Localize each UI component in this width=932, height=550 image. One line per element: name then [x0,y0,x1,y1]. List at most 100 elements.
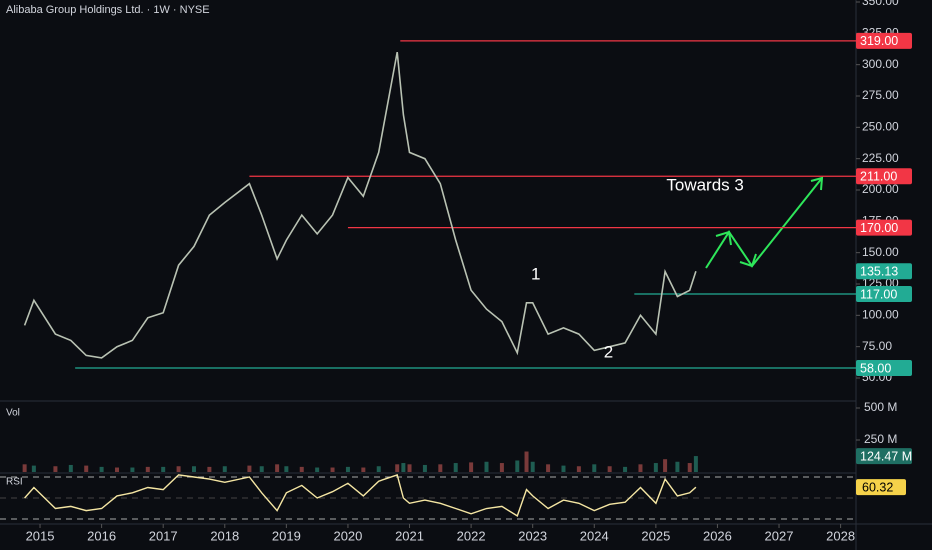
volume-bar [207,466,212,472]
volume-bar [222,466,227,472]
volume-bar [453,463,458,472]
level-label-box [856,219,912,236]
volume-bar [469,462,474,472]
level-label: 58.00 [860,361,891,375]
x-tick-label: 2027 [765,528,794,543]
volume-bar [284,466,289,472]
y-tick-label: 250.00 [862,120,899,134]
volume-bar [592,464,597,472]
volume-bar [561,465,566,472]
volume-bar [607,466,612,472]
y-tick-label: 200.00 [862,182,899,196]
volume-bar [99,466,104,472]
volume-bar [530,461,535,472]
level-label: 211.00 [860,170,897,184]
volume-bar [161,466,166,472]
y-tick-label: 150.00 [862,245,899,259]
volume-bar [53,466,58,472]
rsi-last-label: 60.32 [862,480,893,494]
rsi-line [24,473,697,517]
x-tick-label: 2015 [26,528,55,543]
x-tick-label: 2016 [87,528,116,543]
volume-title: Vol [6,408,20,419]
volume-bar [395,464,400,472]
volume-bar [330,467,335,472]
volume-bar [275,464,280,472]
volume-bar [191,466,196,472]
x-tick-label: 2022 [457,528,486,543]
volume-last-box [856,448,912,465]
volume-bar [376,466,381,472]
annotation: 1 [531,265,540,284]
volume-bar [576,466,581,472]
last-price-label: 135.13 [860,265,898,279]
x-tick-label: 2017 [149,528,178,543]
volume-bar [524,451,529,472]
volume-bar [623,466,628,472]
volume-bar [499,463,504,472]
y-tick-label: 300.00 [862,57,899,71]
volume-bar [361,467,366,472]
volume-bar [315,467,320,472]
level-label-box [856,168,912,185]
volume-bar [693,456,698,472]
volume-bar [663,459,668,472]
chart-title: Alibaba Group Holdings Ltd. · 1W · NYSE [6,4,210,16]
volume-bar [675,461,680,472]
y-tick-label: 275.00 [862,88,899,102]
volume-bar [653,463,658,472]
volume-bar [422,464,427,472]
x-tick-label: 2018 [210,528,239,543]
y-tick-label: 225.00 [862,151,899,165]
x-tick-label: 2020 [333,528,362,543]
volume-bar [130,467,135,472]
volume-bar [22,464,27,472]
volume-last-label: 124.47 M [860,449,912,463]
annotation: 2 [604,342,613,361]
last-price-box [856,263,912,280]
y-tick-label: 100.00 [862,308,899,322]
rsi-title: RSI [6,477,23,488]
volume-bar [484,461,489,472]
volume-bar [687,463,692,472]
x-axis: 2015 2016 2017 2018 2019 2020 2021 2022 2023 2024… [26,524,855,543]
annotation: Towards 3 [666,176,743,195]
projection-arrow [705,176,824,269]
y-tick-label: 350.00 [862,0,899,8]
volume-bar [299,466,304,472]
x-tick-label: 2026 [703,528,732,543]
volume-bar [115,467,120,472]
volume-bar [68,464,73,472]
level-label: 117.00 [860,287,897,301]
x-tick-label: 2024 [580,528,609,543]
level-label: 170.00 [860,221,898,235]
x-tick-label: 2021 [395,528,424,543]
volume-bar [247,465,252,472]
level-label: 319.00 [860,34,898,48]
volume-bar [546,464,551,472]
volume-tick-label: 500 M [864,400,897,414]
volume-bar [145,466,150,472]
y-tick-label: 75.00 [862,339,892,353]
volume-bar [438,464,443,472]
volume-bar [176,466,181,472]
volume-bar [407,464,412,472]
x-tick-label: 2023 [518,528,547,543]
volume-bar [401,463,406,472]
x-tick-label: 2019 [272,528,301,543]
rsi-last-box [856,479,906,496]
x-tick-label: 2025 [641,528,670,543]
x-tick-label: 2028 [826,528,855,543]
volume-tick-label: 250 M [864,432,897,446]
volume-bar [31,465,36,472]
volume-bar [345,466,350,472]
volume-bar [638,464,643,472]
level-label-box [856,359,912,376]
volume-bar [84,465,89,472]
price-line [23,51,697,359]
volume-bar [259,466,264,472]
volume-bar [515,460,520,472]
level-label-box [856,32,912,49]
level-label-box [856,286,912,303]
